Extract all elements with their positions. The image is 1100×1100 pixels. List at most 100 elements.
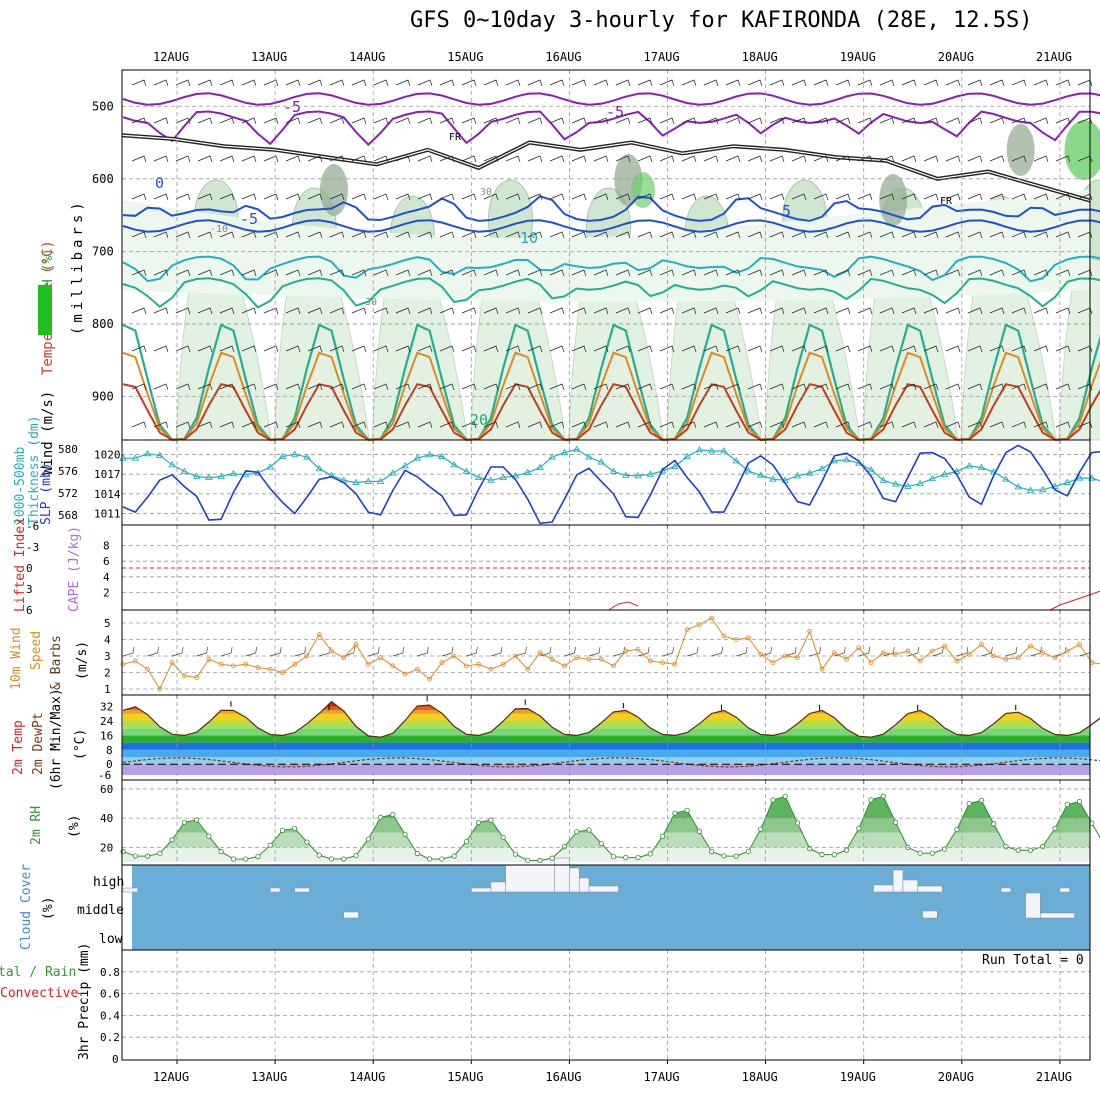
thickness-point xyxy=(413,454,422,461)
rh-point xyxy=(132,853,138,859)
wind-barb xyxy=(967,155,983,163)
wind-barb xyxy=(1055,421,1071,429)
wind-barb xyxy=(923,193,939,201)
thickness-point xyxy=(597,458,606,465)
bottom-date-label: 12AUG xyxy=(153,1070,189,1084)
wind-barb xyxy=(307,155,323,163)
ms-label: (m/s) xyxy=(75,641,90,680)
thickness-point xyxy=(499,473,507,481)
wind-barb xyxy=(813,193,829,201)
minmax-axis-title: (6hr Min/Max) xyxy=(49,688,64,790)
degc-axis-title: (°C) xyxy=(73,729,88,760)
precip-axis-label: 3hr Precip (mm) xyxy=(77,943,92,1060)
wind-barb-10m xyxy=(809,646,822,657)
wind-barb xyxy=(945,383,961,391)
thickness-point xyxy=(168,460,176,468)
wind-barb xyxy=(505,155,521,163)
wind-barb xyxy=(197,307,213,315)
wind-barb xyxy=(527,155,543,163)
wind-barb xyxy=(769,117,785,125)
rh-legend-swatch xyxy=(38,285,52,335)
wind-barb xyxy=(615,383,631,391)
wind-barb xyxy=(593,79,609,87)
temp-band xyxy=(122,749,1090,757)
wind-barb xyxy=(681,79,697,87)
wind-barb xyxy=(219,231,235,239)
rh-point xyxy=(929,850,935,856)
wind-barb xyxy=(1055,345,1071,353)
wind-barb xyxy=(593,345,609,353)
millibars-label: (millibars) xyxy=(70,198,86,335)
wind-speed-point xyxy=(611,663,616,669)
rh-point xyxy=(414,850,420,857)
cloud-axis-title: Cloud Cover xyxy=(19,864,34,950)
wind-barb xyxy=(791,155,807,163)
wind-speed-point xyxy=(463,663,469,669)
wind-speed-point xyxy=(1052,655,1058,661)
bottom-date-label: 21AUG xyxy=(1036,1070,1072,1084)
wind-barb-10m xyxy=(294,646,307,657)
wind-barb xyxy=(571,155,587,163)
wind-barb xyxy=(747,383,763,391)
wind-speed-line xyxy=(122,617,1100,691)
wind-speed-point xyxy=(660,660,665,665)
thickness-point xyxy=(756,471,765,478)
wind-barb xyxy=(659,193,675,201)
rh-point xyxy=(390,811,396,818)
convective-legend: Convective xyxy=(0,986,78,1001)
wind-barb xyxy=(989,307,1005,315)
wind-barb xyxy=(835,345,851,353)
wind-speed-point xyxy=(255,665,261,670)
wind-barb-10m xyxy=(171,646,184,657)
top-date-label: 15AUG xyxy=(447,50,483,64)
wind-barb xyxy=(725,231,741,239)
wind-barb xyxy=(219,155,235,163)
wind-barb xyxy=(593,269,609,277)
wind-barb xyxy=(835,117,851,125)
wind-tick-label: 1 xyxy=(104,683,111,696)
wind-barb xyxy=(769,421,785,429)
wind-barb xyxy=(351,345,367,353)
wind-barb xyxy=(835,155,851,163)
wind-barb xyxy=(483,383,499,391)
lifted-tick-label: 6 xyxy=(26,604,33,617)
rh-point xyxy=(230,856,237,862)
rh-axis-label: RH (%) xyxy=(41,248,56,295)
wind-barb xyxy=(527,231,543,239)
rh-point xyxy=(439,856,445,862)
wind-barb xyxy=(989,79,1005,87)
wind-barb xyxy=(637,117,653,125)
wind-barb xyxy=(1033,155,1049,163)
slp-line xyxy=(122,444,1100,525)
wind-barb xyxy=(285,155,301,163)
wind-speed-point xyxy=(181,673,187,679)
temp-band xyxy=(122,764,1090,775)
wind-barb xyxy=(725,345,741,353)
wind-barb xyxy=(505,307,521,315)
wind-speed-point xyxy=(942,643,948,649)
wind-barb xyxy=(461,383,477,391)
chart-title: GFS 0~10day 3-hourly for KAFIRONDA (28E,… xyxy=(410,8,1033,33)
thickness-point xyxy=(560,448,569,456)
wind-barb xyxy=(681,383,697,391)
wind-barb xyxy=(703,345,719,353)
wind-barb xyxy=(681,269,697,277)
wind-barb xyxy=(307,383,323,391)
wind-barb xyxy=(1011,117,1027,125)
wind-barb xyxy=(725,155,741,163)
wind-speed-point xyxy=(954,658,960,664)
rh-point xyxy=(954,826,960,833)
thickness-point xyxy=(805,469,814,476)
wind-barb xyxy=(791,345,807,353)
cloud-cover-block xyxy=(1059,887,1070,893)
wind-barb xyxy=(879,231,895,239)
rh-point xyxy=(1040,843,1046,850)
wind-barb xyxy=(835,269,851,277)
rh-moist-cell xyxy=(630,172,655,208)
thickness-axis-label2: Thickness (dm) xyxy=(27,415,42,525)
upper-axis-title: Wind (m/s)Temperature (°C)RH (%) xyxy=(40,240,56,475)
wind-barb xyxy=(417,383,433,391)
wind-barb xyxy=(967,117,983,125)
pressure-tick-label: 500 xyxy=(92,99,114,113)
wind-tick-label: 5 xyxy=(104,617,111,630)
